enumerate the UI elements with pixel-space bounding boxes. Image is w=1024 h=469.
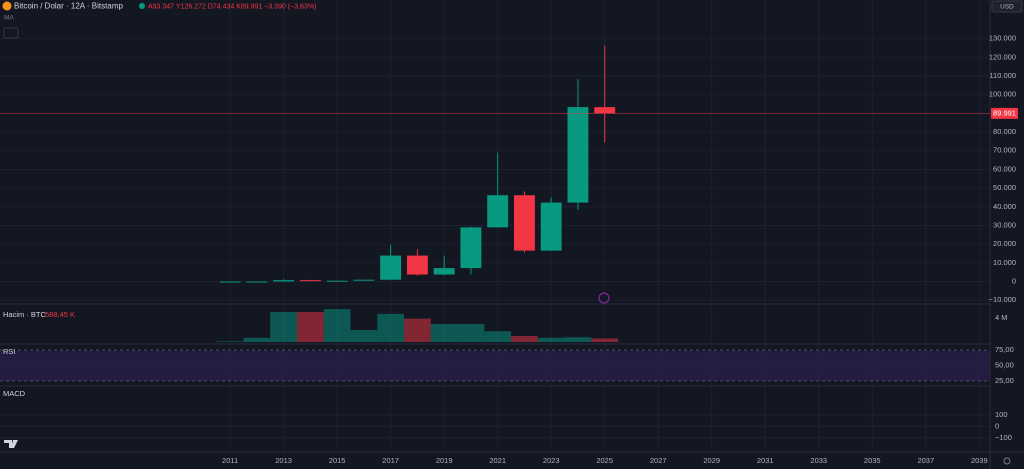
x-tick-label: 2019 — [436, 456, 453, 465]
x-tick-label: 2025 — [596, 456, 613, 465]
x-tick-label: 2021 — [489, 456, 506, 465]
x-tick-label: 2013 — [275, 456, 292, 465]
volume-bar — [537, 337, 565, 342]
candle-body — [406, 255, 428, 275]
candle-body — [567, 107, 589, 203]
candle-body — [594, 107, 616, 114]
y-tick-label: 100.000 — [989, 90, 1016, 99]
volume-bar — [377, 313, 405, 342]
ohlc-values: A93.347 Y126.272 D74.434 K89.991 −3.390 … — [148, 3, 316, 10]
y-tick-label: 50,00 — [995, 360, 1014, 369]
y-tick-label: 30.000 — [993, 220, 1016, 229]
symbol-icon — [2, 1, 12, 11]
candle-body — [246, 281, 268, 283]
y-tick-label: 10.000 — [993, 258, 1016, 267]
currency-button[interactable] — [991, 0, 1023, 13]
rsi-band — [0, 351, 990, 381]
candle-body — [380, 255, 402, 280]
y-tick-label: 4 M — [995, 313, 1008, 322]
candle-body — [353, 279, 375, 281]
y-tick-label: 20.000 — [993, 239, 1016, 248]
y-tick-label: 110.000 — [989, 71, 1016, 80]
volume-bar — [511, 336, 538, 342]
y-tick-label: 0 — [995, 421, 999, 430]
volume-bar — [484, 331, 512, 342]
x-tick-label: 2031 — [757, 456, 774, 465]
last-price-box — [991, 107, 1018, 119]
y-tick-label: −100 — [995, 433, 1012, 442]
y-tick-label: 60.000 — [993, 164, 1016, 173]
volume-bar — [323, 309, 351, 342]
x-tick-label: 2029 — [703, 456, 720, 465]
volume-bar — [564, 337, 592, 342]
y-tick-label: 100 — [995, 410, 1008, 419]
y-tick-label: 130.000 — [989, 34, 1016, 43]
volume-bar — [297, 312, 324, 342]
candle-body — [540, 202, 562, 251]
x-tick-label: 2011 — [222, 456, 238, 465]
collapse-button[interactable] — [3, 27, 19, 39]
y-tick-label: 75,00 — [995, 345, 1014, 354]
volume-title: Hacim · BTC — [3, 310, 47, 319]
candle-body — [487, 195, 509, 228]
event-icon[interactable] — [598, 292, 610, 304]
x-tick-label: 2039 — [971, 456, 988, 465]
macd-title: MACD — [3, 389, 26, 398]
last-price-label: 89.991 — [993, 108, 1016, 117]
ma-label: MA — [4, 15, 14, 22]
volume-bar — [216, 341, 244, 342]
symbol-title: Bitcoin / Dolar · 12A · Bitstamp — [14, 2, 123, 11]
candle-body — [433, 268, 455, 275]
x-tick-label: 2023 — [543, 456, 560, 465]
volume-bar — [430, 324, 458, 342]
x-tick-label: 2027 — [650, 456, 667, 465]
candle-body — [299, 280, 321, 282]
volume-bar — [243, 337, 271, 342]
x-tick-label: 2037 — [917, 456, 934, 465]
y-tick-label: 80.000 — [993, 127, 1016, 136]
status-dot — [139, 3, 145, 9]
settings-icon[interactable] — [1003, 457, 1011, 465]
x-tick-label: 2035 — [864, 456, 881, 465]
volume-bar — [270, 312, 297, 342]
candle-body — [460, 227, 482, 269]
volume-value: 588,45 K — [45, 310, 75, 319]
y-tick-label: 40.000 — [993, 202, 1016, 211]
y-tick-label: 50.000 — [993, 183, 1016, 192]
y-tick-label: −10.000 — [989, 295, 1016, 304]
volume-bar — [457, 324, 485, 342]
candle-body — [219, 281, 241, 283]
logo — [4, 440, 18, 448]
x-tick-label: 2017 — [382, 456, 399, 465]
y-tick-label: 0 — [1012, 277, 1016, 286]
candle-body — [513, 195, 535, 251]
rsi-title: RSI — [3, 347, 16, 356]
candle-body — [326, 280, 348, 282]
volume-bar — [404, 318, 431, 342]
x-tick-label: 2015 — [329, 456, 346, 465]
volume-bar — [591, 338, 619, 342]
y-tick-label: 25,00 — [995, 376, 1014, 385]
y-tick-label: 120.000 — [989, 52, 1016, 61]
y-tick-label: 70.000 — [993, 146, 1016, 155]
volume-bar — [350, 330, 378, 342]
x-tick-label: 2033 — [810, 456, 827, 465]
currency[interactable]: USD — [1000, 4, 1014, 11]
candle-body — [273, 280, 295, 282]
